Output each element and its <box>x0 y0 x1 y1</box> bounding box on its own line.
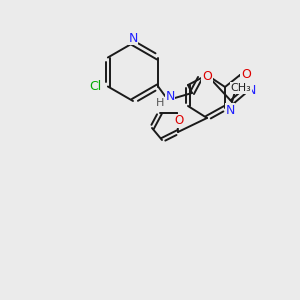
Text: N: N <box>165 91 175 103</box>
Text: N: N <box>225 103 235 116</box>
Text: Cl: Cl <box>89 80 101 93</box>
Text: H: H <box>156 98 164 108</box>
Text: N: N <box>128 32 138 44</box>
Text: O: O <box>202 70 212 83</box>
Text: O: O <box>241 68 251 82</box>
Text: N: N <box>246 83 256 97</box>
Text: CH₃: CH₃ <box>231 83 251 93</box>
Text: O: O <box>174 115 184 128</box>
